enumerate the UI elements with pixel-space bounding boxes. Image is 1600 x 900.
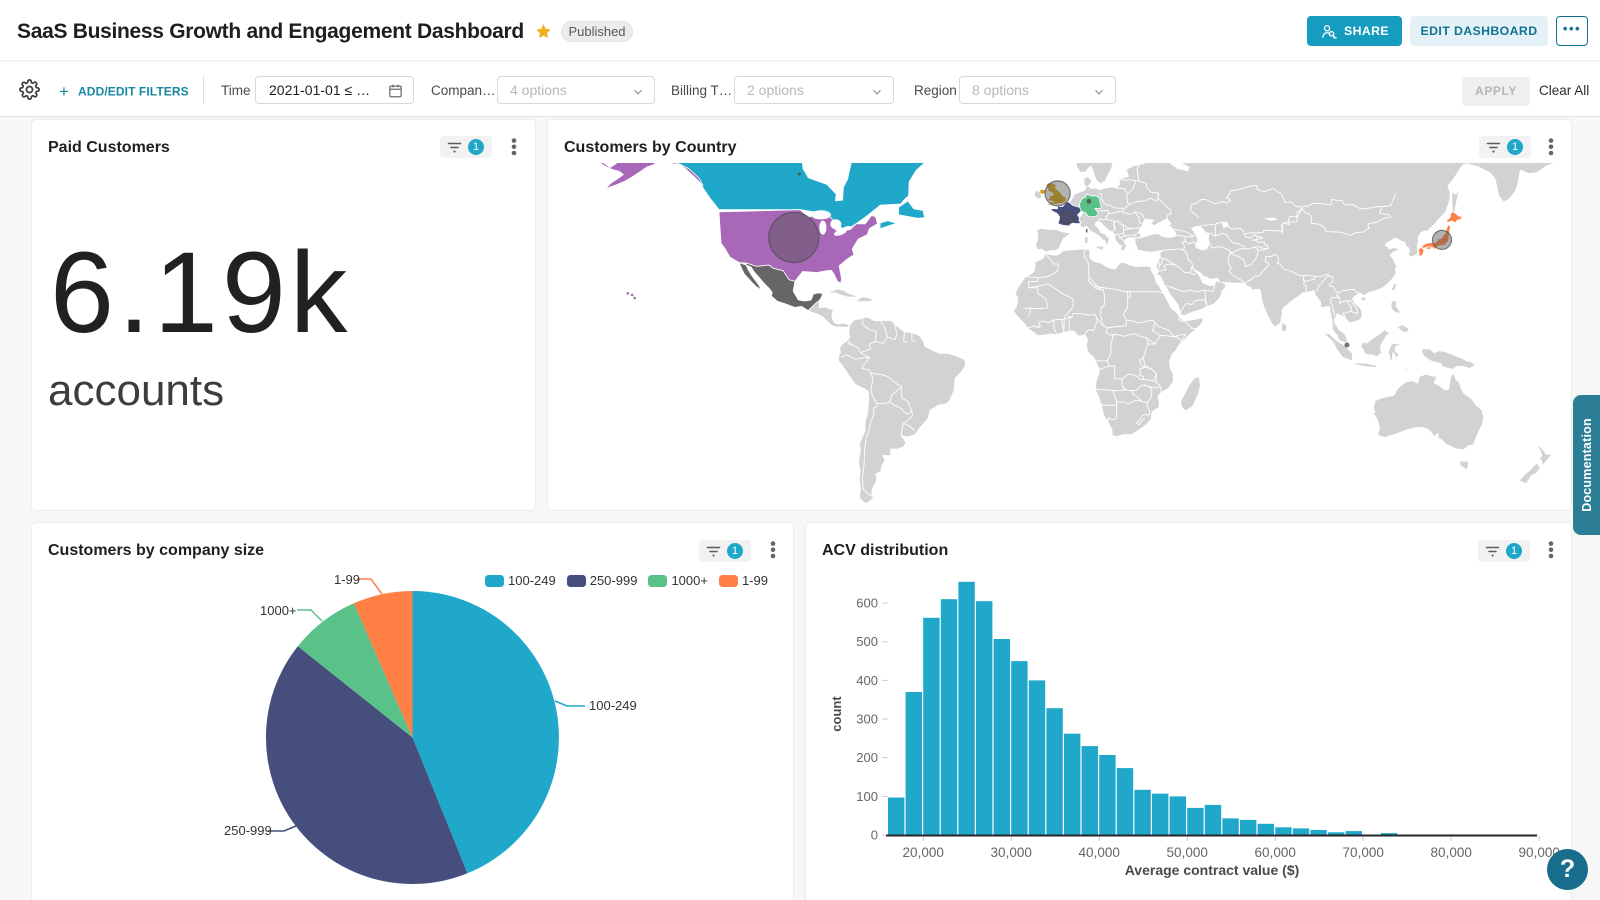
svg-text:40,000: 40,000 (1079, 845, 1120, 860)
svg-text:60,000: 60,000 (1255, 845, 1296, 860)
svg-text:80,000: 80,000 (1431, 845, 1472, 860)
svg-text:100: 100 (856, 789, 878, 804)
svg-text:90,000: 90,000 (1519, 845, 1560, 860)
svg-text:20,000: 20,000 (903, 845, 944, 860)
svg-text:500: 500 (856, 634, 878, 649)
svg-text:400: 400 (856, 673, 878, 688)
svg-text:50,000: 50,000 (1167, 845, 1208, 860)
svg-text:600: 600 (856, 596, 878, 611)
svg-text:200: 200 (856, 750, 878, 765)
svg-text:300: 300 (856, 712, 878, 727)
svg-text:Average contract value ($): Average contract value ($) (1125, 862, 1300, 878)
svg-text:0: 0 (871, 828, 878, 843)
svg-text:30,000: 30,000 (991, 845, 1032, 860)
svg-text:70,000: 70,000 (1343, 845, 1384, 860)
svg-text:count: count (829, 696, 844, 732)
